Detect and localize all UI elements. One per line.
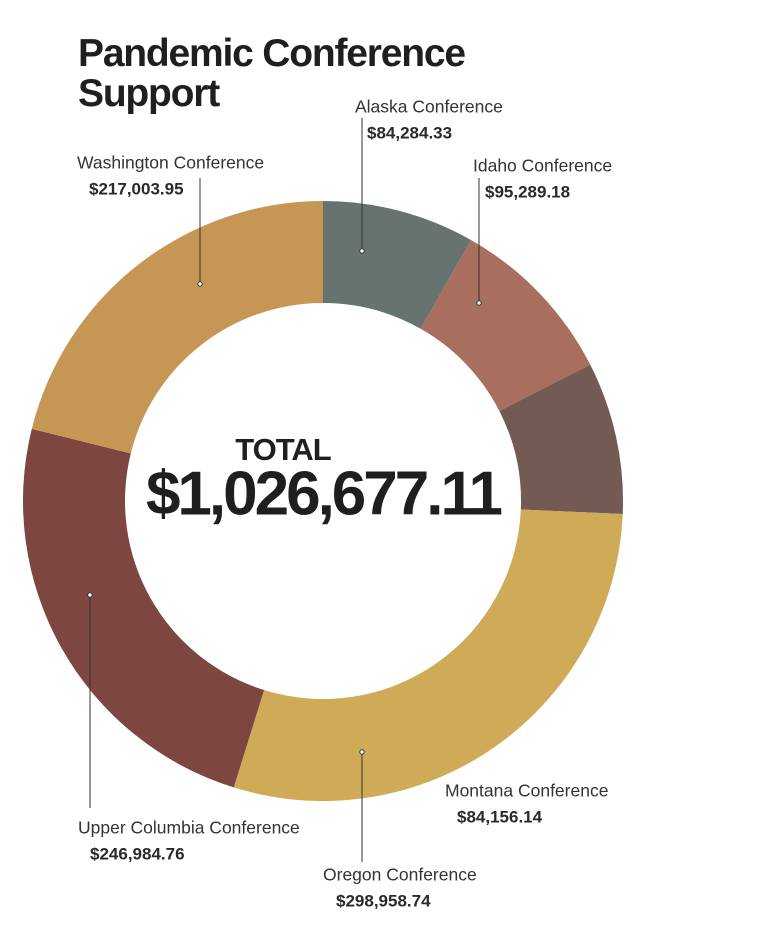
donut-segment: [31, 201, 324, 454]
slice-value: $246,984.76: [90, 844, 185, 863]
wedges: [22, 201, 623, 801]
donut-segment: [499, 364, 623, 514]
slice-value: $217,003.95: [89, 179, 184, 198]
center-total: $1,026,677.11: [146, 459, 502, 528]
leader-dot: [197, 281, 203, 287]
donut-segment: [420, 240, 591, 412]
slice-value: $298,958.74: [336, 891, 431, 910]
slice-label: Montana Conference: [445, 781, 608, 801]
slice-label: Washington Conference: [77, 153, 264, 173]
labels: Alaska Conference $84,284.33 Idaho Confere…: [77, 97, 612, 911]
leader-dot: [359, 248, 365, 254]
slice-value: $84,156.14: [457, 807, 543, 826]
center-label: TOTAL: [235, 432, 331, 467]
leader-dot: [359, 749, 365, 755]
slice-label: Oregon Conference: [323, 865, 477, 885]
slice-value: $84,284.33: [367, 123, 452, 142]
slice-label: Idaho Conference: [473, 156, 612, 176]
donut-segment: [323, 201, 471, 329]
donut-segment: [22, 428, 265, 788]
slice-label: Upper Columbia Conference: [78, 818, 300, 838]
slice-value: $95,289.18: [485, 182, 570, 201]
donut-segment: [233, 509, 623, 801]
slice-label: Alaska Conference: [355, 97, 503, 117]
chart-title: Pandemic Conference Support: [78, 32, 466, 115]
leader-dot: [87, 592, 93, 598]
leader-dot: [476, 300, 482, 306]
